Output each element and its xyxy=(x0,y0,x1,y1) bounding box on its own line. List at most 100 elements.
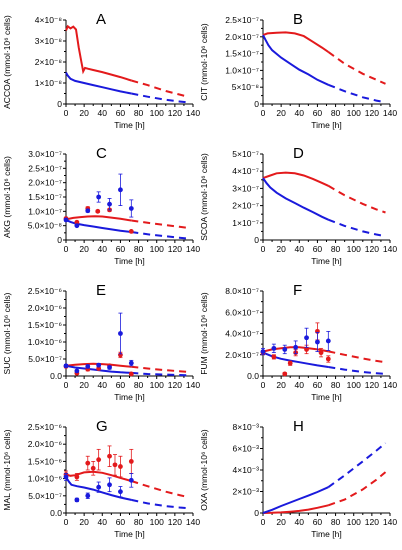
blue-data-point xyxy=(282,347,288,352)
x-tick-label: 40 xyxy=(98,108,108,118)
red-model-curve xyxy=(262,31,329,53)
red-data-point xyxy=(96,457,102,463)
x-tick-label: 120 xyxy=(365,108,379,118)
x-tick-label: 60 xyxy=(116,244,126,254)
red-data-point xyxy=(287,360,293,366)
red-extrapolation-curve xyxy=(328,350,386,364)
blue-data-point xyxy=(118,331,123,336)
blue-extrapolation-curve xyxy=(327,218,386,238)
panel-letter: F xyxy=(293,282,302,299)
y-tick-label: 1.0×10⁻⁶ xyxy=(28,337,62,347)
x-tick-label: 80 xyxy=(134,108,144,118)
blue-data-point xyxy=(74,223,80,229)
red-data-point xyxy=(74,219,80,225)
x-axis-title: Time [h] xyxy=(311,120,341,130)
red-extrapolation-curve xyxy=(131,219,189,229)
x-tick-label: 0 xyxy=(261,244,266,254)
red-data-point xyxy=(128,459,134,464)
x-tick-label: 20 xyxy=(79,380,89,390)
blue-model-curve xyxy=(65,218,132,233)
x-tick-label: 60 xyxy=(116,108,126,118)
blue-data-point xyxy=(85,364,91,369)
y-tick-label: 1×10⁻⁸ xyxy=(35,78,63,88)
y-tick-label: 2.0×10⁻⁷ xyxy=(28,178,62,188)
y-tick-label: 5.0×10⁻⁸ xyxy=(28,221,63,231)
x-tick-label: 100 xyxy=(150,517,164,527)
y-tick-label: 2.5×10⁻⁷ xyxy=(225,15,259,25)
panel-c: 0 20 40 60 80 100 120 140 0 5.0×10⁻⁸ 1.0×10⁻⁷ 1.5×1… xyxy=(2,145,200,266)
red-model-curve xyxy=(262,171,329,187)
x-axis-title: Time [h] xyxy=(311,392,341,402)
blue-data-point xyxy=(96,194,102,200)
blue-data-point xyxy=(304,335,309,341)
x-tick-label: 80 xyxy=(134,380,144,390)
blue-data-point xyxy=(63,363,69,369)
x-tick-label: 140 xyxy=(383,108,397,118)
y-tick-label: 0.0 xyxy=(247,371,259,381)
x-tick-label: 100 xyxy=(347,517,361,527)
x-tick-label: 60 xyxy=(313,108,323,118)
x-axis-title: Time [h] xyxy=(114,392,144,402)
blue-extrapolation-curve xyxy=(131,371,189,377)
y-tick-label: 5×10⁻⁷ xyxy=(232,149,259,159)
y-tick-label: 0.0 xyxy=(50,508,62,518)
x-tick-label: 100 xyxy=(150,244,164,254)
x-axis-title: Time [h] xyxy=(311,529,341,539)
x-tick-label: 20 xyxy=(79,108,89,118)
x-tick-label: 120 xyxy=(168,517,182,527)
red-data-point xyxy=(325,356,331,362)
red-data-point xyxy=(107,453,112,459)
y-tick-label: 2×10⁻⁸ xyxy=(35,57,63,67)
panel-h: 0 20 40 60 80 100 120 140 0 2×10⁻³ 4×10⁻³ 6×10⁻³ 8×1… xyxy=(199,418,397,539)
x-tick-label: 60 xyxy=(313,517,323,527)
x-tick-label: 60 xyxy=(313,244,323,254)
panel-d: 0 20 40 60 80 100 120 140 0 1×10⁻⁷ 2×10⁻⁷ 3×10⁻⁷ 4×1… xyxy=(199,145,397,266)
x-tick-label: 20 xyxy=(276,244,286,254)
red-data-point xyxy=(128,229,134,234)
y-tick-label: 2.5×10⁻⁶ xyxy=(28,422,62,432)
y-tick-label: 0 xyxy=(254,508,259,518)
y-tick-label: 1.5×10⁻⁷ xyxy=(225,49,259,59)
blue-data-point xyxy=(271,345,277,351)
blue-extrapolation-curve xyxy=(328,366,386,375)
blue-model-curve xyxy=(262,34,329,86)
x-tick-label: 20 xyxy=(276,380,286,390)
y-tick-label: 3×10⁻⁸ xyxy=(35,36,63,46)
x-tick-label: 100 xyxy=(347,244,361,254)
x-tick-label: 40 xyxy=(295,380,305,390)
x-tick-label: 140 xyxy=(186,244,200,254)
y-tick-label: 0 xyxy=(254,99,259,109)
red-data-point xyxy=(304,347,309,352)
x-tick-label: 0 xyxy=(261,108,266,118)
y-tick-label: 2×10⁻³ xyxy=(233,487,260,497)
panel-letter: A xyxy=(96,11,106,28)
red-extrapolation-curve xyxy=(327,51,386,85)
panel-letter: E xyxy=(96,282,106,299)
x-tick-label: 0 xyxy=(64,108,69,118)
blue-data-point xyxy=(118,489,123,495)
blue-extrapolation-curve xyxy=(327,83,386,104)
y-tick-label: 6.0×10⁻⁷ xyxy=(225,307,259,317)
y-axis-title: AKG (mmol·10⁶ cells) xyxy=(2,156,12,238)
x-tick-label: 140 xyxy=(186,380,200,390)
red-data-point xyxy=(318,350,324,356)
x-tick-label: 80 xyxy=(331,244,341,254)
blue-data-point xyxy=(128,477,134,483)
y-tick-label: 0 xyxy=(254,235,259,245)
y-tick-label: 5.0×10⁻⁷ xyxy=(28,491,62,501)
x-tick-label: 120 xyxy=(365,244,379,254)
y-tick-label: 2.0×10⁻⁶ xyxy=(28,439,62,449)
y-tick-label: 2.5×10⁻⁷ xyxy=(28,163,62,173)
x-tick-label: 80 xyxy=(331,108,341,118)
x-axis-title: Time [h] xyxy=(114,256,144,266)
x-tick-label: 0 xyxy=(261,380,266,390)
y-tick-label: 4×10⁻³ xyxy=(233,465,260,475)
red-extrapolation-curve xyxy=(131,365,189,373)
blue-model-curve xyxy=(65,476,132,501)
blue-extrapolation-curve xyxy=(327,442,387,489)
red-extrapolation-curve xyxy=(131,79,189,98)
blue-extrapolation-curve xyxy=(131,231,189,240)
red-data-point xyxy=(282,371,288,377)
blue-model-curve xyxy=(262,486,329,514)
